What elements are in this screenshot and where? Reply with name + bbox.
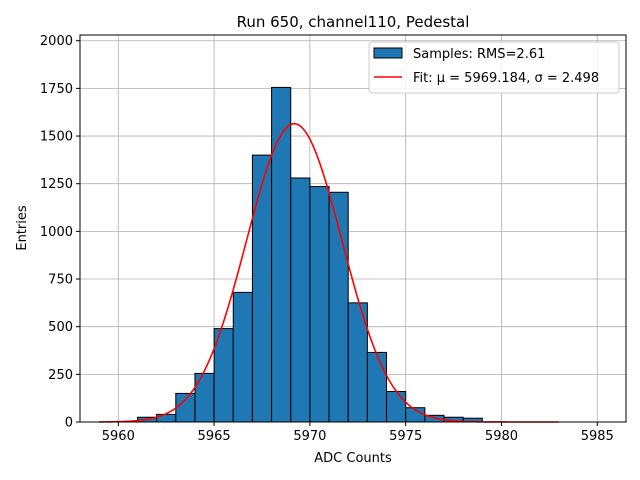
histogram-bar (251, 154, 273, 423)
x-tick-label: 5975 (389, 429, 422, 444)
histogram-bar (386, 390, 407, 423)
chart-title: Run 650, channel110, Pedestal (237, 13, 470, 31)
legend-label-fit: Fit: μ = 5969.184, σ = 2.498 (413, 71, 599, 86)
legend-box (368, 41, 620, 94)
x-axis-ticks: 5960 5965 5970 5975 5980 5985 (102, 422, 614, 444)
plot-frame (79, 34, 627, 423)
x-tick-label: 5985 (581, 429, 614, 444)
histogram-bar (271, 86, 292, 423)
x-tick-label: 5960 (102, 429, 135, 444)
y-tick-label: 1500 (40, 130, 73, 145)
histogram-bar (309, 186, 330, 423)
x-tick-label: 5970 (293, 429, 326, 444)
legend-label-samples: Samples: RMS=2.61 (413, 47, 545, 62)
histogram-bars (136, 86, 483, 423)
y-axis-label: Entries (15, 205, 30, 251)
histogram-bar (366, 351, 388, 423)
y-tick-label: 750 (48, 273, 73, 288)
y-tick-label: 0 (65, 416, 73, 431)
x-tick-label: 5965 (198, 429, 231, 444)
y-tick-label: 1750 (40, 82, 73, 97)
histogram-bar (175, 392, 196, 423)
histogram-bar (194, 372, 215, 423)
y-tick-label: 1250 (40, 177, 73, 192)
histogram-bar (290, 177, 311, 423)
y-tick-label: 2000 (40, 34, 73, 49)
y-tick-label: 250 (48, 368, 73, 383)
y-tick-label: 1000 (40, 225, 73, 240)
x-tick-label: 5980 (485, 429, 518, 444)
legend: Samples: RMS=2.61 Fit: μ = 5969.184, σ =… (368, 41, 620, 94)
y-axis-ticks: 0 250 500 750 1000 1250 1500 1750 2000 (40, 34, 80, 431)
histogram-bar (232, 291, 253, 423)
x-axis-label: ADC Counts (314, 451, 392, 466)
legend-swatch-samples (373, 47, 403, 59)
y-tick-label: 500 (48, 320, 73, 335)
